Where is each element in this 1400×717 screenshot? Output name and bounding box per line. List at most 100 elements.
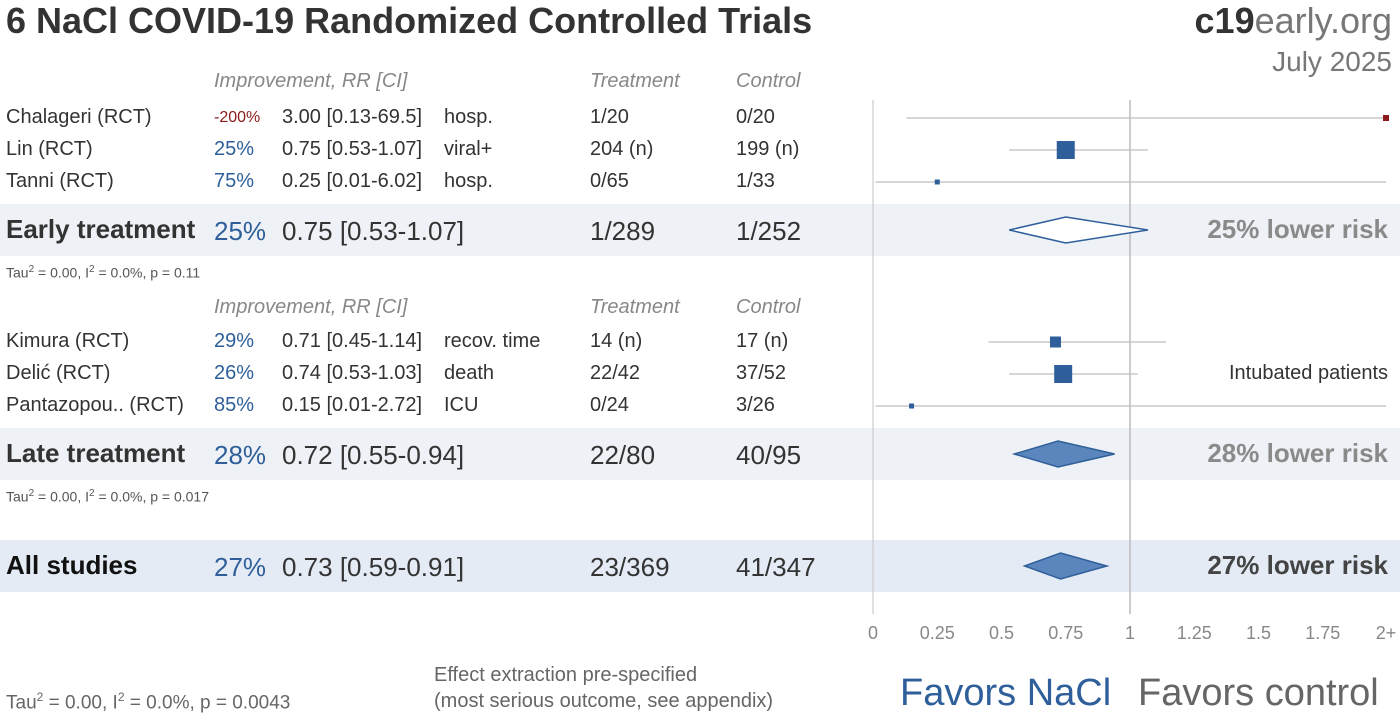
study-outcome: ICU	[444, 394, 479, 416]
study-treatment: 204 (n)	[590, 138, 654, 160]
study-rr: 0.74 [0.53-1.03]	[282, 362, 423, 384]
study-outcome: death	[444, 362, 495, 384]
header-treatment: Treatment	[590, 296, 680, 318]
study-treatment: 0/65	[590, 170, 629, 192]
study-outcome: viral+	[444, 138, 493, 160]
study-name: Lin (RCT)	[6, 138, 93, 160]
study-control: 3/26	[736, 394, 775, 416]
study-improvement: 25%	[214, 138, 255, 160]
study-name: Pantazopou.. (RCT)	[6, 394, 184, 416]
stat-rest: = 0.0%, p = 0.11	[94, 264, 201, 281]
study-name: Tanni (RCT)	[6, 170, 114, 192]
study-treatment: 22/42	[590, 362, 641, 384]
late-summary-control: 40/95	[736, 440, 802, 470]
brand-logo[interactable]: c19early.org	[1195, 0, 1392, 42]
study-marker	[934, 179, 940, 185]
early-summary-risk: 25% lower risk	[1207, 214, 1388, 244]
date-label: July 2025	[1272, 46, 1392, 77]
x-tick-label: 1.25	[1177, 623, 1212, 643]
study-rr: 0.15 [0.01-2.72]	[282, 394, 423, 416]
stat-tau: Tau	[6, 692, 37, 714]
footnote-line1: Effect extraction pre-specified	[434, 664, 698, 686]
study-outcome: hosp.	[444, 106, 493, 128]
all-summary-treatment: 23/369	[590, 552, 670, 582]
stat-i: = 0.00, I	[43, 692, 118, 714]
all-summary-improvement: 27%	[214, 552, 267, 582]
brand-bold: c19	[1194, 0, 1255, 41]
all-summary-control: 41/347	[736, 552, 816, 582]
brand-rest: early.org	[1254, 0, 1392, 41]
all-summary-band	[0, 540, 1400, 592]
study-name: Delić (RCT)	[6, 362, 111, 384]
x-tick-label: 0.25	[920, 623, 955, 643]
study-rr: 3.00 [0.13-69.5]	[282, 106, 423, 128]
early-summary-control: 1/252	[736, 216, 802, 246]
x-tick-label: 1	[1125, 623, 1135, 643]
late-summary-risk: 28% lower risk	[1207, 438, 1388, 468]
study-marker	[909, 403, 915, 409]
header-control: Control	[736, 70, 801, 92]
study-improvement: -200%	[214, 109, 261, 126]
study-treatment: 0/24	[590, 394, 629, 416]
late-heterogeneity: Tau2 = 0.00, I2 = 0.0%, p = 0.017	[6, 488, 209, 505]
study-improvement: 29%	[214, 330, 255, 352]
early-summary-label: Early treatment	[6, 214, 196, 244]
all-summary-risk: 27% lower risk	[1207, 550, 1388, 580]
summary-diamond	[1011, 440, 1115, 468]
study-control: 17 (n)	[736, 330, 789, 352]
favors-control-label: Favors control	[1138, 672, 1379, 714]
late-summary-treatment: 22/80	[590, 440, 656, 470]
stat-rest: = 0.0%, p = 0.0043	[124, 692, 291, 714]
page-title: 6 NaCl COVID-19 Randomized Controlled Tr…	[6, 0, 813, 41]
stat-tau: Tau	[6, 488, 29, 505]
late-summary-improvement: 28%	[214, 440, 267, 470]
stat-i: = 0.00, I	[34, 264, 90, 281]
stat-i: = 0.00, I	[34, 488, 90, 505]
study-improvement: 26%	[214, 362, 255, 384]
study-control: 199 (n)	[736, 138, 800, 160]
x-tick-label: 1.5	[1246, 623, 1271, 643]
x-tick-label: 2+	[1376, 623, 1397, 643]
study-outcome: hosp.	[444, 170, 493, 192]
early-summary-treatment: 1/289	[590, 216, 656, 246]
study-improvement: 75%	[214, 170, 255, 192]
study-control: 0/20	[736, 106, 775, 128]
header-treatment: Treatment	[590, 70, 680, 92]
study-name: Chalageri (RCT)	[6, 106, 152, 128]
study-treatment: 1/20	[590, 106, 629, 128]
overall-heterogeneity: Tau2 = 0.00, I2 = 0.0%, p = 0.0043	[6, 690, 291, 714]
summary-diamond	[1009, 216, 1149, 244]
study-name: Kimura (RCT)	[6, 330, 130, 352]
stat-tau: Tau	[6, 264, 29, 281]
late-summary-label: Late treatment	[6, 438, 186, 468]
study-rr: 0.71 [0.45-1.14]	[282, 330, 423, 352]
early-heterogeneity: Tau2 = 0.00, I2 = 0.0%, p = 0.11	[6, 264, 201, 281]
header-control: Control	[736, 296, 801, 318]
study-improvement: 85%	[214, 394, 255, 416]
late-summary-rr: 0.72 [0.55-0.94]	[282, 440, 465, 470]
footnote-line2: (most serious outcome, see appendix)	[434, 690, 774, 712]
study-control: 1/33	[736, 170, 775, 192]
all-summary-label: All studies	[6, 550, 138, 580]
early-summary-band	[0, 204, 1400, 256]
summary-diamond	[1022, 552, 1110, 580]
study-rr: 0.25 [0.01-6.02]	[282, 170, 423, 192]
study-marker	[1056, 141, 1075, 159]
x-tick-label: 1.75	[1305, 623, 1340, 643]
study-treatment: 14 (n)	[590, 330, 643, 352]
x-tick-label: 0.5	[989, 623, 1014, 643]
x-tick-label: 0.75	[1048, 623, 1083, 643]
late-summary-band	[0, 428, 1400, 480]
stat-rest: = 0.0%, p = 0.017	[94, 488, 209, 505]
study-note: Intubated patients	[1228, 362, 1388, 384]
study-marker	[1383, 115, 1389, 121]
header-improvement: Improvement, RR [CI]	[214, 70, 408, 92]
study-control: 37/52	[736, 362, 787, 384]
study-rr: 0.75 [0.53-1.07]	[282, 138, 423, 160]
study-marker	[1054, 365, 1073, 383]
early-summary-improvement: 25%	[214, 216, 267, 246]
early-summary-rr: 0.75 [0.53-1.07]	[282, 216, 465, 246]
study-outcome: recov. time	[444, 330, 541, 352]
all-summary-rr: 0.73 [0.59-0.91]	[282, 552, 465, 582]
